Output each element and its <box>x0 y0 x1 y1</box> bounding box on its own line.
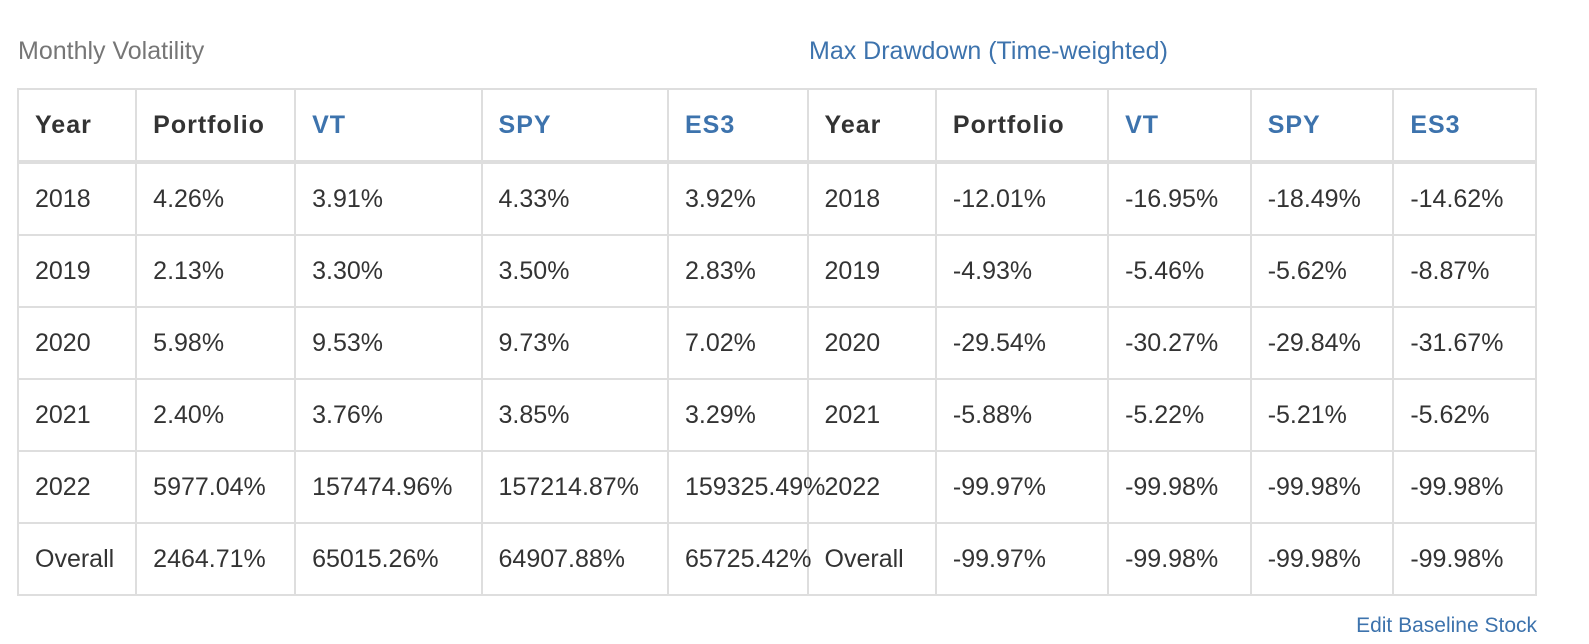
dd-cell: -5.22% <box>1107 378 1252 452</box>
vol-cell: 2019 <box>16 234 138 308</box>
vol-cell: 2022 <box>16 450 138 524</box>
dd-cell: -4.93% <box>934 234 1110 308</box>
stats-table: Year Portfolio VT SPY ES3 Year Portfolio… <box>16 88 1537 596</box>
vol-cell: 65725.42% <box>666 522 811 596</box>
vol-cell: 2464.71% <box>135 522 297 596</box>
dd-cell: -29.54% <box>934 306 1110 380</box>
vol-cell: 2.83% <box>666 234 809 308</box>
table-row: 2019 2.13% 3.30% 3.50% 2.83% 2019 -4.93%… <box>16 234 1537 308</box>
dd-cell: -99.98% <box>1107 522 1252 596</box>
dd-header-vt-link[interactable]: VT <box>1107 88 1252 164</box>
dd-cell: -99.97% <box>934 522 1110 596</box>
table-row: 2020 5.98% 9.53% 9.73% 7.02% 2020 -29.54… <box>16 306 1537 380</box>
dd-cell: -99.98% <box>1249 450 1395 524</box>
table-row: 2022 5977.04% 157474.96% 157214.87% 1593… <box>16 450 1537 524</box>
vol-cell: 157214.87% <box>480 450 669 524</box>
vol-cell: 157474.96% <box>294 450 483 524</box>
vol-cell: 9.73% <box>480 306 669 380</box>
dd-cell: 2021 <box>806 378 937 452</box>
vol-cell: 3.92% <box>666 161 809 236</box>
dd-cell: -14.62% <box>1392 161 1537 236</box>
table-row: 2021 2.40% 3.76% 3.85% 3.29% 2021 -5.88%… <box>16 378 1537 452</box>
vol-cell: Overall <box>16 522 138 596</box>
vol-header-year: Year <box>16 88 138 164</box>
vol-cell: 3.76% <box>294 378 483 452</box>
dd-cell: 2020 <box>806 306 937 380</box>
vol-cell: 5977.04% <box>135 450 297 524</box>
dd-cell: -12.01% <box>934 161 1110 236</box>
vol-cell: 3.29% <box>666 378 809 452</box>
vol-header-spy-link[interactable]: SPY <box>480 88 669 164</box>
dd-cell: -99.98% <box>1249 522 1395 596</box>
vol-cell: 2.40% <box>135 378 297 452</box>
vol-cell: 65015.26% <box>294 522 483 596</box>
vol-cell: 64907.88% <box>480 522 669 596</box>
dd-header-portfolio: Portfolio <box>934 88 1110 164</box>
dd-cell: -5.88% <box>934 378 1110 452</box>
dd-header-year: Year <box>806 88 937 164</box>
max-drawdown-title[interactable]: Max Drawdown (Time-weighted) <box>809 37 1168 65</box>
vol-cell: 2.13% <box>135 234 297 308</box>
vol-cell: 4.33% <box>480 161 669 236</box>
table-header-row: Year Portfolio VT SPY ES3 Year Portfolio… <box>16 88 1537 164</box>
dd-cell: 2022 <box>806 450 937 524</box>
vol-cell: 2020 <box>16 306 138 380</box>
dd-cell: -5.21% <box>1249 378 1395 452</box>
dd-cell: -5.46% <box>1107 234 1252 308</box>
table-row: Overall 2464.71% 65015.26% 64907.88% 657… <box>16 522 1537 596</box>
dd-cell: -99.98% <box>1392 450 1537 524</box>
dd-cell: -99.98% <box>1107 450 1252 524</box>
dd-cell: -18.49% <box>1249 161 1395 236</box>
vol-cell: 7.02% <box>666 306 809 380</box>
vol-cell: 3.30% <box>294 234 483 308</box>
dd-cell: -5.62% <box>1392 378 1537 452</box>
dd-cell: 2019 <box>806 234 937 308</box>
dd-cell: Overall <box>806 522 937 596</box>
monthly-volatility-title: Monthly Volatility <box>18 37 205 65</box>
vol-cell: 3.85% <box>480 378 669 452</box>
dd-header-es3-link[interactable]: ES3 <box>1392 88 1537 164</box>
vol-header-es3-link[interactable]: ES3 <box>666 88 809 164</box>
vol-cell: 2018 <box>16 161 138 236</box>
vol-header-vt-link[interactable]: VT <box>294 88 483 164</box>
vol-cell: 3.91% <box>294 161 483 236</box>
edit-baseline-stock-link[interactable]: Edit Baseline Stock <box>1356 614 1537 637</box>
vol-cell: 4.26% <box>135 161 297 236</box>
vol-cell: 9.53% <box>294 306 483 380</box>
dd-cell: -31.67% <box>1392 306 1537 380</box>
vol-cell: 159325.49% <box>666 450 825 524</box>
vol-header-portfolio: Portfolio <box>135 88 297 164</box>
table-row: 2018 4.26% 3.91% 4.33% 3.92% 2018 -12.01… <box>16 161 1537 236</box>
dd-cell: -99.97% <box>934 450 1110 524</box>
dd-cell: -30.27% <box>1107 306 1252 380</box>
dd-cell: -29.84% <box>1249 306 1395 380</box>
vol-cell: 2021 <box>16 378 138 452</box>
vol-cell: 5.98% <box>135 306 297 380</box>
dd-cell: -99.98% <box>1392 522 1537 596</box>
dd-header-spy-link[interactable]: SPY <box>1249 88 1395 164</box>
dd-cell: -8.87% <box>1392 234 1537 308</box>
dd-cell: 2018 <box>806 161 937 236</box>
vol-cell: 3.50% <box>480 234 669 308</box>
dd-cell: -5.62% <box>1249 234 1395 308</box>
dd-cell: -16.95% <box>1107 161 1252 236</box>
